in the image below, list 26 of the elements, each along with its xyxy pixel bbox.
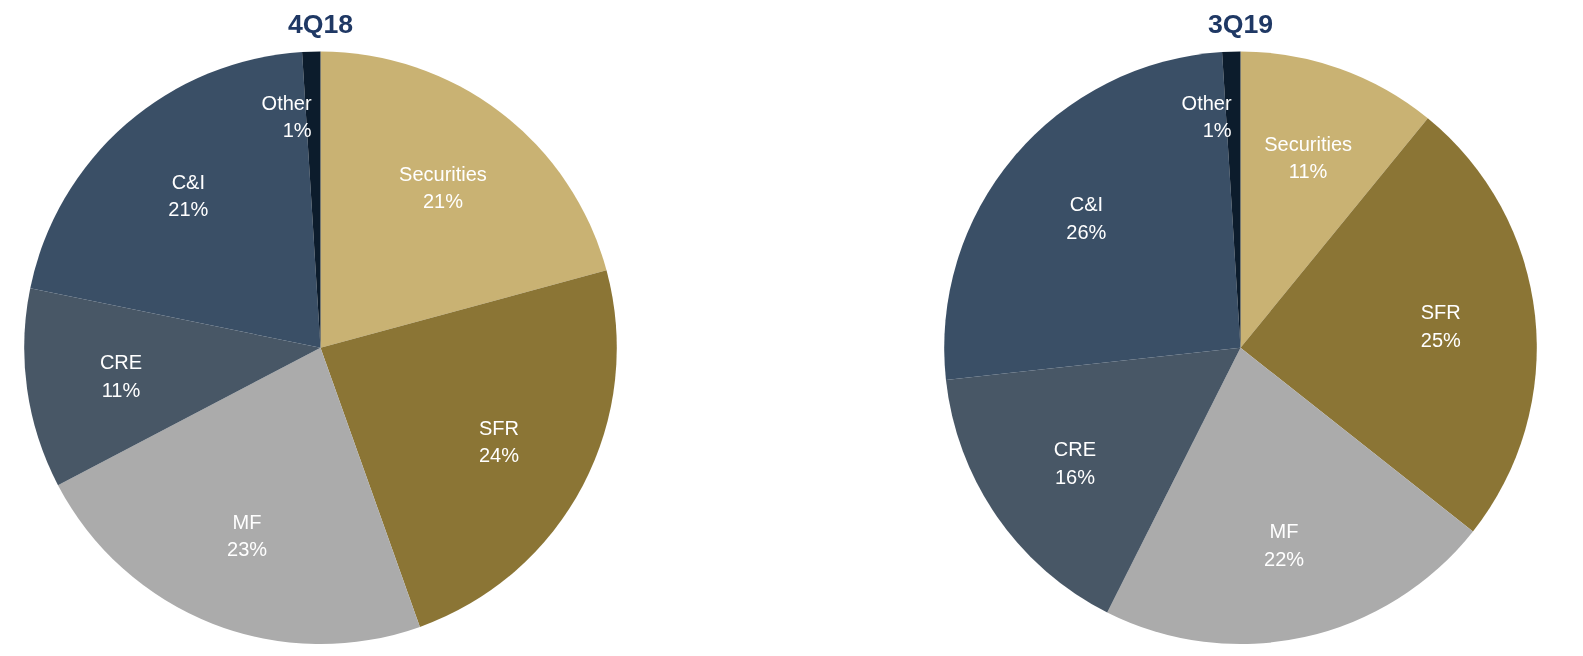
data-label: 22% — [1264, 547, 1305, 570]
slice-label: Securities — [399, 162, 487, 185]
data-label: 16% — [1054, 465, 1096, 488]
data-label: 21% — [168, 198, 209, 221]
data-label: 11% — [101, 378, 141, 401]
slice-label: C&I — [171, 170, 206, 193]
slice-label: MF — [232, 510, 262, 533]
data-label: 24% — [479, 444, 520, 467]
data-label: 1% — [1202, 119, 1232, 141]
data-label: 26% — [1066, 220, 1107, 243]
chart-title: 3Q19 — [1207, 9, 1274, 40]
data-label: 25% — [1420, 328, 1462, 351]
slice-label: MF — [1269, 520, 1299, 543]
data-label: 11% — [1288, 160, 1328, 183]
slice-label: C&I — [1069, 193, 1104, 216]
slice-label: CRE — [1053, 438, 1097, 461]
slice-label: SFR — [479, 416, 520, 439]
slice-label: SFR — [1420, 301, 1461, 324]
data-label: 1% — [282, 119, 312, 141]
chart-title: 4Q18 — [287, 9, 354, 40]
slice-label: Other — [261, 91, 312, 114]
data-label: 21% — [422, 190, 464, 213]
slice-label: CRE — [99, 351, 143, 374]
data-label: 23% — [227, 538, 268, 561]
slice-label: Securities — [1264, 132, 1353, 155]
slice-label: Other — [1181, 91, 1232, 114]
